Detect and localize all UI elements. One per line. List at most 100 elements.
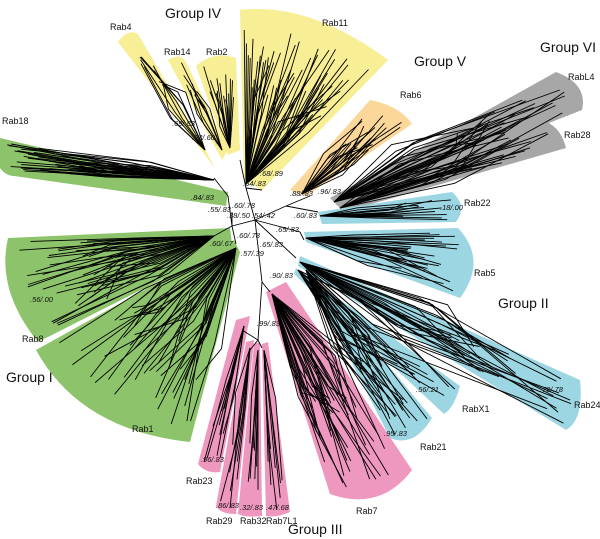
tree-branch — [305, 269, 381, 411]
tree-branch — [299, 261, 484, 373]
tree-branch — [263, 349, 269, 462]
tree-branch — [271, 293, 341, 442]
tree-backbone — [213, 159, 319, 351]
group-iv-label: Group IV — [165, 5, 222, 21]
support-value: .56/.00 — [30, 295, 54, 304]
support-value: .73/.60 — [192, 133, 216, 142]
tree-branch — [301, 127, 376, 195]
tree-branch — [299, 261, 493, 368]
wedge-rab7l1 — [262, 342, 290, 517]
tree-branch — [245, 94, 269, 185]
tree-branch — [82, 235, 215, 257]
tree-branch — [339, 162, 502, 209]
support-value: .47/.68 — [266, 503, 290, 512]
tree-branch — [305, 237, 442, 243]
tree-branch — [245, 76, 295, 185]
tree-branch — [245, 85, 333, 185]
tree-branch — [299, 261, 481, 372]
tree-branch — [271, 293, 386, 449]
tree-branch — [305, 237, 454, 292]
tree-branch — [186, 247, 237, 422]
support-value: .54/.42 — [252, 211, 276, 220]
support-value: .60/.78 — [232, 201, 256, 210]
tree-branch — [114, 247, 237, 321]
tree-branch — [271, 293, 358, 420]
tree-branch — [301, 137, 376, 195]
tree-branch — [297, 269, 450, 388]
tree-branch — [271, 293, 333, 437]
tree-branch — [220, 347, 251, 502]
tree-branch — [27, 235, 215, 288]
tree-branch — [212, 325, 245, 427]
tree-branch — [299, 261, 516, 374]
tree-branch — [189, 89, 223, 151]
clade-label-rab28: Rab28 — [564, 130, 591, 140]
tree-branch — [263, 349, 276, 469]
clade-label-rab29: Rab29 — [206, 516, 233, 526]
tree-branch — [108, 247, 237, 380]
support-value: .65/.83 — [276, 225, 300, 234]
tree-branch — [245, 69, 303, 185]
tree-branch — [102, 235, 215, 287]
tree-branch — [297, 269, 398, 365]
tree-branch — [271, 293, 367, 446]
tree-branch — [93, 235, 215, 276]
tree-branch — [245, 52, 281, 185]
tree-branch — [216, 90, 231, 149]
tree-branch — [301, 146, 357, 195]
clade-label-rab18: Rab18 — [2, 116, 29, 126]
tree-branch — [134, 247, 237, 350]
clade-label-rabx1: RabX1 — [462, 404, 490, 414]
clade-label-rab32: Rab32 — [240, 516, 267, 526]
clade-label-rab5: Rab5 — [474, 268, 496, 278]
tree-branch — [106, 235, 215, 300]
tree-branch — [319, 207, 425, 217]
tree-branch — [88, 174, 215, 181]
tree-branch — [247, 349, 259, 482]
support-values: .69/.83 .73/.60 .64/.83 .68/.89 .88/.83 … — [30, 119, 564, 512]
tree-branch — [245, 80, 344, 185]
tree-branch — [158, 81, 206, 151]
tree-branch — [196, 90, 223, 151]
tree-branch — [229, 347, 251, 492]
tree-branch — [299, 261, 559, 413]
tree-branch — [305, 237, 442, 265]
support-value: .38/.50 — [227, 211, 251, 220]
tree-branch — [319, 200, 432, 217]
tree-branch — [301, 118, 363, 195]
support-value: .56/.21 — [416, 385, 439, 394]
tree-branch — [105, 235, 215, 281]
tree-branch — [157, 247, 237, 410]
support-value: .60/.67 — [210, 239, 234, 248]
tree-branch — [299, 261, 557, 382]
tree-branches — [7, 29, 572, 510]
tree-branch — [305, 237, 423, 279]
tree-branch — [305, 269, 363, 366]
group-ii-label: Group II — [498, 295, 549, 311]
tree-branch — [301, 120, 363, 195]
tree-branch — [339, 164, 467, 209]
support-value: .60/.78 — [237, 231, 261, 240]
tree-branch — [47, 235, 215, 259]
tree-branch — [301, 144, 373, 195]
clade-label-rab21: Rab21 — [420, 442, 447, 452]
tree-branch — [299, 261, 468, 361]
tree-branch — [299, 261, 571, 401]
tree-branch — [305, 237, 451, 283]
group-labels: Group IV Group V Group VI Group II Group… — [6, 5, 596, 537]
clade-wedges — [0, 9, 583, 517]
tree-branch — [271, 293, 371, 480]
tree-branch — [339, 133, 549, 209]
tree-branch — [245, 65, 270, 185]
tree-branch — [245, 95, 288, 185]
tree-branch — [195, 247, 237, 380]
tree-branch — [82, 167, 215, 181]
tree-branch — [245, 106, 327, 185]
clade-label-rab11: Rab11 — [322, 18, 348, 28]
tree-branch — [339, 137, 509, 209]
support-value: .18/.00 — [440, 203, 464, 212]
support-value: .79/.78 — [540, 385, 564, 394]
support-value: .57/.39 — [241, 249, 265, 258]
tree-branch — [216, 78, 231, 149]
tree-branch — [319, 204, 419, 217]
